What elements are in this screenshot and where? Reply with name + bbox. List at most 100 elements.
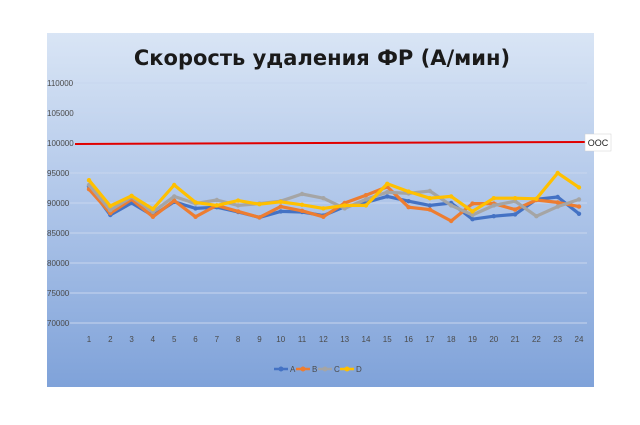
data-point	[86, 178, 92, 183]
y-tick-label: 85000	[47, 229, 70, 238]
data-point	[427, 196, 433, 201]
data-point	[555, 204, 560, 209]
ooc-line	[74, 141, 588, 145]
legend-marker	[322, 366, 328, 372]
data-point	[363, 193, 369, 198]
data-point	[108, 208, 113, 213]
y-tick-label: 105000	[47, 109, 74, 118]
data-point	[406, 205, 411, 210]
x-tick-label: 18	[447, 335, 456, 344]
ooc-label-box	[584, 133, 612, 152]
data-point	[491, 203, 496, 208]
data-point	[321, 214, 326, 219]
data-point	[150, 206, 156, 212]
x-tick-label: 19	[468, 335, 477, 344]
data-point	[555, 170, 560, 176]
x-tick-label: 1	[87, 335, 92, 344]
y-axis-ticks: 70000 75000 80000 85000 90000 95000 100000 1050…	[47, 79, 74, 328]
data-point	[214, 203, 220, 208]
data-point	[363, 203, 369, 208]
data-point	[299, 208, 305, 213]
data-point	[470, 217, 475, 222]
x-tick-label: 22	[532, 335, 541, 344]
x-tick-label: 7	[215, 335, 220, 344]
legend-label: A	[290, 365, 296, 374]
data-point	[172, 182, 177, 188]
data-point	[576, 211, 582, 216]
data-point	[278, 209, 283, 214]
x-tick-label: 11	[298, 335, 307, 344]
data-point	[448, 218, 454, 224]
x-tick-label: 16	[404, 335, 413, 344]
data-point	[342, 203, 347, 208]
data-point	[150, 214, 156, 219]
x-tick-label: 21	[511, 335, 520, 344]
x-tick-label: 14	[362, 335, 371, 344]
data-point	[427, 207, 433, 212]
chart-background	[47, 33, 594, 387]
data-point	[576, 197, 582, 202]
ooc-reference: OOC	[74, 133, 612, 152]
data-point	[129, 193, 134, 198]
x-tick-label: 12	[319, 335, 328, 344]
data-point	[448, 203, 454, 208]
data-point	[321, 206, 326, 211]
x-tick-label: 9	[257, 335, 262, 344]
data-point	[385, 194, 390, 199]
data-point	[214, 197, 220, 203]
x-tick-label: 5	[172, 335, 177, 344]
data-point	[576, 204, 582, 209]
y-tick-label: 75000	[47, 289, 70, 298]
data-point	[534, 214, 539, 219]
x-tick-label: 17	[425, 335, 434, 344]
legend-marker	[344, 366, 350, 372]
data-point	[512, 196, 518, 201]
data-point	[385, 190, 390, 195]
data-point	[257, 215, 262, 220]
data-point	[321, 196, 326, 201]
data-point	[172, 198, 177, 203]
series-lines	[86, 170, 582, 224]
data-point	[491, 196, 496, 201]
data-point	[470, 201, 475, 206]
legend-label: B	[312, 365, 317, 374]
data-point	[448, 194, 454, 199]
chart-title: Скорость удаления ФР (А/мин)	[134, 46, 510, 70]
x-tick-label: 20	[489, 335, 498, 344]
data-point	[427, 203, 433, 208]
data-point	[108, 203, 113, 209]
data-point	[257, 202, 262, 207]
data-point	[534, 196, 539, 201]
data-point	[193, 206, 198, 211]
x-tick-label: 2	[108, 335, 113, 344]
data-point	[235, 198, 241, 203]
series-line	[87, 171, 581, 213]
data-point	[406, 189, 411, 194]
data-point	[172, 194, 177, 199]
x-tick-label: 3	[129, 335, 134, 344]
data-point	[385, 181, 390, 186]
y-tick-label: 90000	[47, 199, 70, 208]
data-point	[235, 209, 241, 214]
y-tick-label: 100000	[47, 139, 74, 148]
y-tick-label: 70000	[47, 319, 70, 328]
x-tick-label: 6	[193, 335, 198, 344]
data-point	[576, 185, 582, 190]
data-point	[299, 202, 305, 207]
series-D	[86, 170, 582, 214]
x-tick-label: 15	[383, 335, 392, 344]
data-point	[193, 200, 198, 205]
data-point	[427, 188, 433, 194]
x-tick-label: 24	[575, 335, 584, 344]
x-tick-label: 23	[553, 335, 562, 344]
y-tick-label: 110000	[47, 79, 74, 88]
legend: A B C D	[274, 365, 362, 374]
data-point	[406, 199, 411, 204]
x-tick-label: 8	[236, 335, 241, 344]
legend-label: D	[356, 365, 362, 374]
x-tick-label: 13	[340, 335, 349, 344]
data-point	[299, 191, 305, 197]
y-tick-label: 95000	[47, 169, 70, 178]
